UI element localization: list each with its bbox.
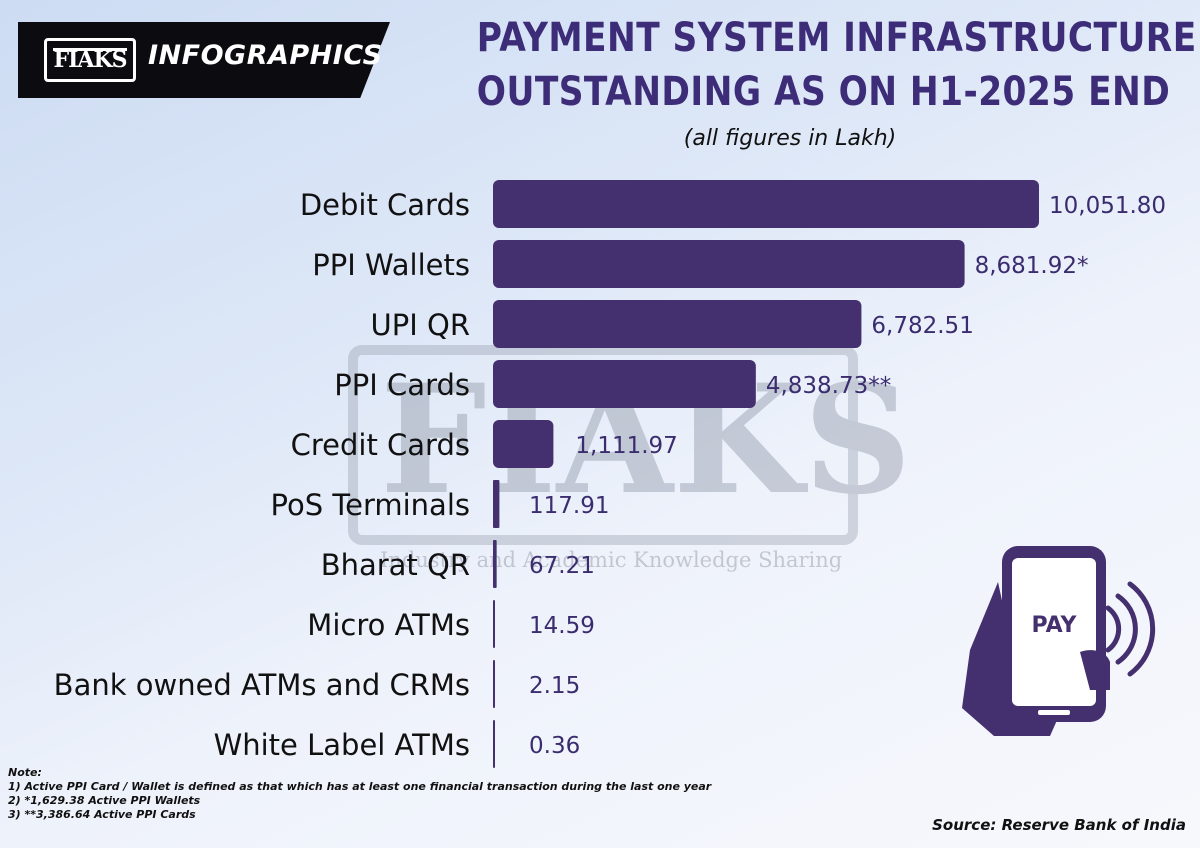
value-label: 6,782.51 — [871, 313, 973, 339]
footnote-2: 2) *1,629.38 Active PPI Wallets — [8, 794, 201, 807]
category-label: Credit Cards — [291, 428, 470, 462]
brand-label: INFOGRAPHICS — [148, 40, 383, 71]
value-label: 10,051.80 — [1049, 193, 1166, 219]
bar — [493, 300, 862, 348]
logo-banner — [18, 22, 390, 98]
bar — [493, 600, 495, 648]
category-label: UPI QR — [371, 308, 470, 342]
pay-phone-icon: PAY — [962, 546, 1156, 736]
bar-chart-svg: Debit Cards 10,051.80 PPI Wallets 8,681.92*… — [54, 180, 1166, 768]
category-label: Debit Cards — [300, 188, 470, 222]
footnote-heading: Note: — [8, 766, 42, 779]
bar — [493, 660, 495, 708]
category-label: PoS Terminals — [271, 488, 471, 522]
category-label: Micro ATMs — [307, 608, 470, 642]
footnote-3: 3) **3,386.64 Active PPI Cards — [8, 808, 196, 821]
logo-text: FIAKS — [53, 47, 128, 73]
chart-subtitle: (all figures in Lakh) — [683, 126, 897, 151]
category-label: PPI Wallets — [312, 248, 470, 282]
value-label: 1,111.97 — [575, 433, 677, 459]
bar — [493, 360, 756, 408]
pay-label: PAY — [1032, 613, 1078, 638]
category-label: White Label ATMs — [214, 728, 470, 762]
value-label: 14.59 — [529, 613, 595, 639]
value-label: 0.36 — [529, 733, 580, 759]
value-label: 2.15 — [529, 673, 580, 699]
category-label: Bharat QR — [321, 548, 470, 582]
fiaks-logo: FIAKS — [44, 38, 136, 82]
footnote-1: 1) Active PPI Card / Wallet is defined a… — [8, 780, 712, 793]
source-credit: Source: Reserve Bank of India — [932, 816, 1186, 834]
bar — [493, 720, 495, 768]
bar — [493, 180, 1039, 228]
chart-title-line-1: PAYMENT SYSTEM INFRASTRUCTURE — [476, 15, 1197, 61]
bar — [493, 240, 965, 288]
chart-title-line-2: OUTSTANDING AS ON H1-2025 END — [476, 69, 1171, 115]
value-label: 117.91 — [529, 493, 609, 519]
bar-chart: Debit Cards 10,051.80 PPI Wallets 8,681.92*… — [0, 170, 1200, 770]
bar — [493, 420, 554, 468]
bar — [493, 480, 500, 528]
value-label: 4,838.73** — [766, 373, 891, 399]
category-label: PPI Cards — [334, 368, 470, 402]
value-label: 8,681.92* — [975, 253, 1089, 279]
bar — [493, 540, 497, 588]
footnotes: Note: 1) Active PPI Card / Wallet is def… — [8, 766, 711, 822]
value-label: 67.21 — [529, 553, 595, 579]
category-label: Bank owned ATMs and CRMs — [54, 668, 470, 702]
